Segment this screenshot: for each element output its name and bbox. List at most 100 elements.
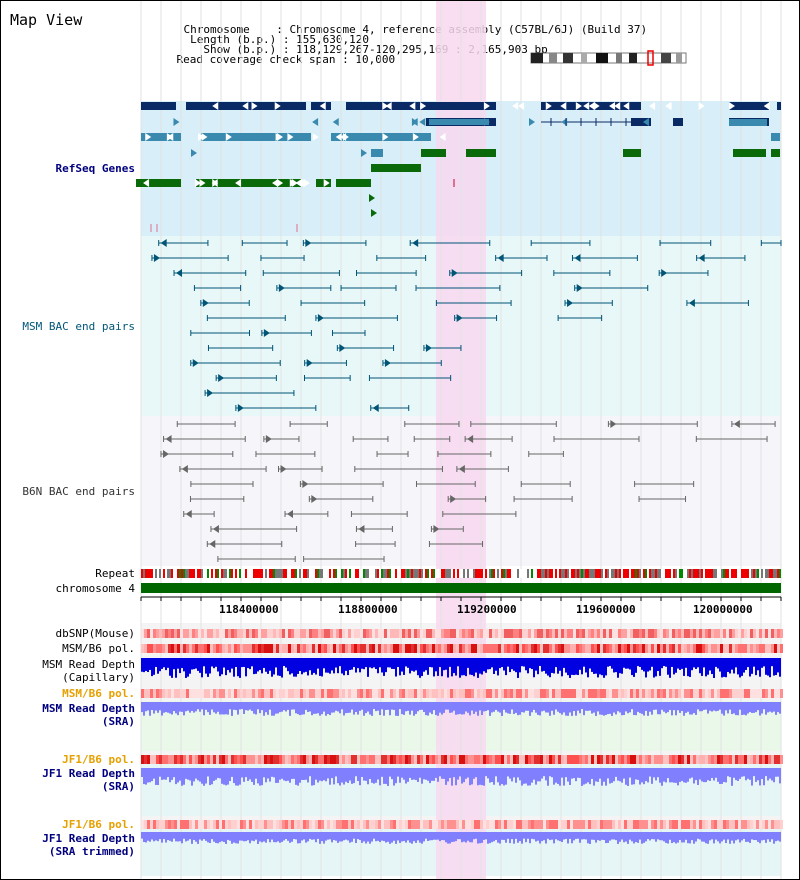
depth-bar [321, 702, 323, 715]
repeat-mark [743, 569, 745, 578]
depth-bar [361, 702, 363, 710]
repeat-mark [353, 569, 355, 578]
heat-cell [309, 644, 312, 653]
repeat-mark [639, 569, 641, 578]
depth-bar [467, 768, 469, 778]
depth-bar [337, 702, 339, 712]
depth-bar [487, 702, 489, 711]
repeat-mark [197, 569, 199, 578]
heat-cell [384, 689, 387, 698]
depth-bar [655, 832, 657, 842]
heat-cell [534, 689, 537, 698]
depth-bar [679, 702, 681, 713]
depth-bar [573, 832, 575, 841]
depth-bar [591, 658, 593, 672]
gene-exon [466, 149, 496, 157]
depth-bar [767, 768, 769, 781]
depth-bar [447, 702, 449, 710]
heat-cell [720, 689, 723, 698]
repeat-mark [597, 569, 599, 578]
repeat-mark [293, 569, 295, 578]
depth-bar [245, 768, 247, 778]
repeat-mark [735, 569, 737, 578]
depth-bar [419, 702, 421, 710]
heat-cell [675, 689, 678, 698]
heat-cell [249, 644, 252, 653]
heat-cell [603, 820, 606, 829]
depth-bar [609, 702, 611, 714]
depth-bar [491, 832, 493, 843]
depth-bar [427, 768, 429, 781]
repeat-mark [349, 569, 351, 578]
heat-cell [414, 644, 417, 653]
depth-bar [427, 702, 429, 716]
depth-bar [725, 658, 727, 678]
repeat-mark [677, 569, 679, 578]
depth-bar [561, 658, 563, 677]
depth-bar [631, 702, 633, 710]
depth-bar [145, 768, 147, 785]
heat-cell [654, 755, 657, 764]
repeat-mark [255, 569, 257, 578]
depth-bar [241, 658, 243, 668]
heat-cell [276, 629, 279, 638]
heat-cell [699, 820, 702, 829]
heat-cell [141, 644, 144, 653]
heat-cell [465, 820, 468, 829]
heat-cell [390, 629, 393, 638]
gene-arrow [335, 133, 342, 141]
heat-cell [561, 644, 564, 653]
depth-bar [455, 702, 457, 715]
heat-cell [348, 689, 351, 698]
gene-exon [421, 149, 446, 157]
depth-bar [587, 768, 589, 783]
depth-bar [757, 702, 759, 711]
depth-bar [779, 702, 781, 714]
heat-cell [519, 689, 522, 698]
depth-bar [317, 832, 319, 839]
gene-arrow [649, 102, 656, 110]
heat-cell [564, 820, 567, 829]
depth-bar [353, 768, 355, 784]
repeat-mark [267, 569, 269, 578]
heat-cell [426, 629, 429, 638]
depth-bar [219, 658, 221, 677]
heat-cell [201, 755, 204, 764]
heat-cell [384, 629, 387, 638]
depth-bar [755, 658, 757, 676]
depth-bar [577, 658, 579, 676]
depth-bar [691, 702, 693, 715]
heat-cell [366, 644, 369, 653]
heat-cell [606, 755, 609, 764]
depth-bar [389, 768, 391, 777]
heat-cell [330, 689, 333, 698]
heat-cell [597, 689, 600, 698]
depth-bar [213, 702, 215, 713]
heat-cell [648, 689, 651, 698]
heat-cell [645, 820, 648, 829]
depth-bar [629, 768, 631, 778]
repeat-mark [329, 569, 331, 578]
heat-cell [684, 644, 687, 653]
depth-bar [327, 702, 329, 715]
heat-cell [630, 689, 633, 698]
depth-bar [547, 702, 549, 713]
depth-bar [245, 702, 247, 711]
depth-bar [449, 768, 451, 778]
heat-cell [408, 629, 411, 638]
heat-cell [183, 689, 186, 698]
depth-bar [169, 658, 171, 676]
heat-cell [696, 820, 699, 829]
depth-bar [243, 832, 245, 842]
repeat-mark [777, 569, 779, 578]
depth-bar [533, 702, 535, 710]
depth-bar [551, 768, 553, 778]
gene-arrow [167, 133, 174, 141]
heat-cell [312, 755, 315, 764]
depth-bar [225, 768, 227, 786]
heat-cell [537, 755, 540, 764]
heat-cell [240, 629, 243, 638]
depth-bar [567, 658, 569, 676]
gene-arrow [560, 102, 567, 110]
